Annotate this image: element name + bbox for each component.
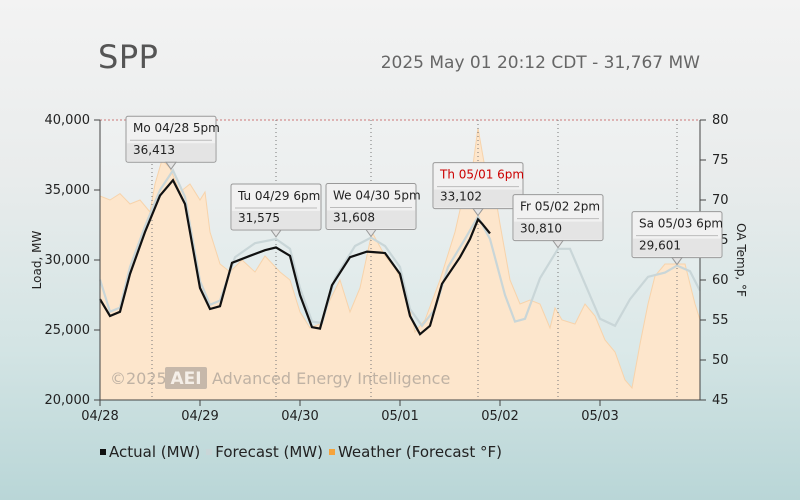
y2-tick-label: 60	[712, 273, 729, 288]
x-tick-label: 04/28	[81, 409, 118, 424]
callout-box-shade	[232, 210, 320, 229]
callout-label: Tu 04/29 6pm	[237, 189, 320, 203]
peak-callout: Th 05/01 6pm 33,102	[432, 162, 524, 217]
legend-item-actual[interactable]: Actual (MW)	[100, 443, 200, 461]
legend-label-actual: Actual (MW)	[109, 443, 201, 461]
status-readout: 2025 May 01 20:12 CDT - 31,767 MW	[380, 53, 700, 73]
callout-label: Mo 04/28 5pm	[133, 121, 220, 135]
y2-tick-label: 75	[712, 153, 729, 168]
y-tick-label: 30,000	[45, 253, 91, 268]
callout-value: 36,413	[133, 143, 175, 157]
watermark-logo: AEI	[170, 369, 201, 389]
y-tick-label: 35,000	[45, 183, 91, 198]
peak-callout: Mo 04/28 5pm 36,413	[125, 115, 220, 171]
legend-label-forecast: Forecast (MW)	[215, 443, 323, 461]
x-tick-label: 04/29	[181, 409, 218, 424]
y-tick-label: 20,000	[45, 393, 91, 408]
callout-value: 30,810	[520, 222, 562, 236]
legend-swatch-forecast	[206, 449, 213, 455]
callout-value: 33,102	[440, 190, 482, 204]
callout-label: Th 05/01 6pm	[439, 168, 524, 182]
callout-pointer	[270, 229, 282, 238]
legend: Actual (MW) Forecast (MW) Weather (Forec…	[100, 443, 502, 461]
callout-box-shade	[514, 221, 602, 240]
weather-area	[99, 127, 701, 401]
callout-pointer	[671, 257, 683, 266]
watermark-logo-box	[165, 367, 207, 389]
x-tick-label: 05/01	[381, 409, 418, 424]
callout-pointer	[472, 208, 484, 217]
callout-box-shade	[327, 210, 415, 229]
y2-tick-label: 55	[712, 313, 729, 328]
peak-callout: Sa 05/03 6pm 29,601	[631, 211, 723, 266]
legend-swatch-actual	[100, 449, 106, 455]
callout-pointer	[552, 240, 564, 249]
watermark-company: Advanced Energy Intelligence	[212, 369, 450, 388]
y2-tick-label: 50	[712, 353, 729, 368]
y-tick-label: 25,000	[45, 323, 91, 338]
callout-pointer	[165, 161, 177, 171]
watermark: ©2025 AEI Advanced Energy Intelligence	[110, 367, 450, 389]
callout-pointer	[365, 228, 377, 238]
y-tick-label: 40,000	[45, 113, 91, 128]
callout-box-shade	[434, 189, 522, 208]
y-axis-title: Load, MW	[30, 231, 44, 290]
peak-callout: We 04/30 5pm 31,608	[325, 182, 421, 238]
y2-tick-label: 45	[712, 393, 729, 408]
callout-label: Sa 05/03 6pm	[639, 217, 723, 231]
callout-label: Fr 05/02 2pm	[520, 200, 600, 214]
callout-box-shade	[127, 143, 215, 162]
legend-item-weather[interactable]: Weather (Forecast °F)	[328, 443, 502, 461]
callout-value: 29,601	[639, 239, 681, 253]
legend-swatch-weather	[328, 449, 335, 455]
page-title: SPP	[98, 38, 159, 76]
actual-line	[99, 178, 491, 336]
peak-callout: Tu 04/29 6pm 31,575	[230, 183, 322, 238]
peak-callout: Fr 05/02 2pm 30,810	[512, 194, 604, 249]
callout-value: 31,608	[333, 210, 375, 224]
callout-box-shade	[633, 238, 721, 257]
legend-item-forecast[interactable]: Forecast (MW)	[206, 443, 323, 461]
x-tick-label: 04/30	[281, 409, 318, 424]
legend-label-weather: Weather (Forecast °F)	[337, 443, 502, 461]
x-tick-label: 05/03	[581, 409, 618, 424]
forecast-line	[98, 168, 701, 328]
y2-tick-label: 80	[712, 113, 729, 128]
watermark-year: ©2025	[110, 369, 167, 388]
callout-value: 31,575	[238, 211, 280, 225]
y2-axis-title: OA Temp, °F	[734, 223, 748, 297]
y2-tick-label: 70	[712, 193, 729, 208]
x-tick-label: 05/02	[481, 409, 518, 424]
callout-label: We 04/30 5pm	[333, 188, 421, 202]
